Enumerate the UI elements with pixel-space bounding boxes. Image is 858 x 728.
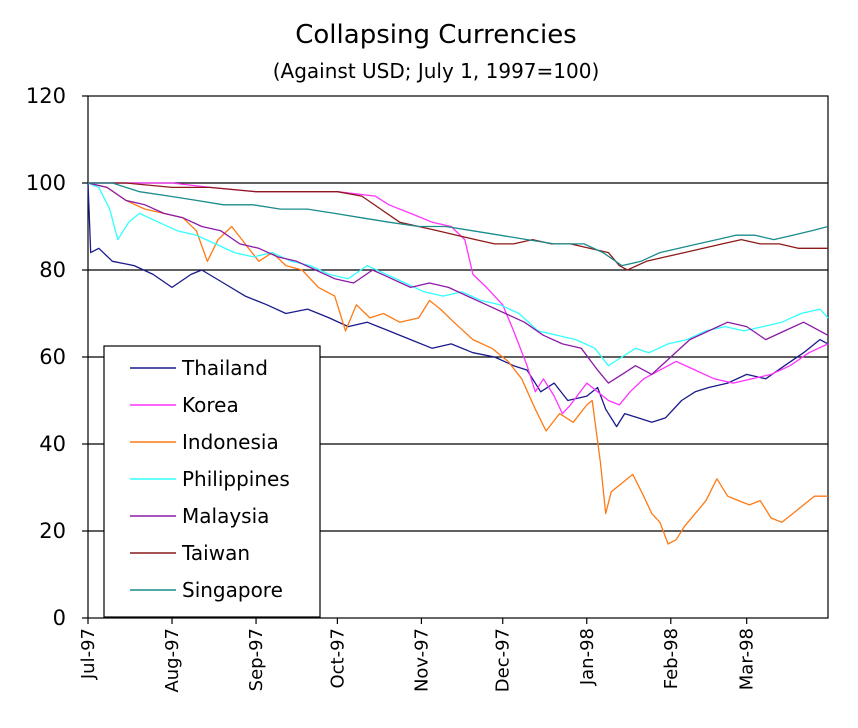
legend-box bbox=[103, 345, 321, 618]
y-tick-label: 0 bbox=[53, 606, 66, 630]
series-line-indonesia bbox=[87, 182, 828, 545]
x-tick-label: Sep-97 bbox=[246, 628, 267, 691]
series-line-malaysia bbox=[87, 182, 829, 384]
legend-label: Taiwan bbox=[181, 541, 250, 565]
legend: Thailand Korea Indonesia Philippines Malaysi… bbox=[103, 345, 321, 618]
plot-area: 0 20 40 60 80 100 120 Jul-97 Aug-97 Sep-97 Oct-97 N… bbox=[26, 84, 829, 693]
chart-title: Collapsing Currencies bbox=[295, 20, 576, 50]
chart-subtitle: (Against USD; July 1, 1997=100) bbox=[273, 59, 600, 83]
x-tick-label: Oct-97 bbox=[327, 628, 348, 689]
legend-label: Philippines bbox=[182, 467, 290, 491]
x-tick-label: Mar-98 bbox=[737, 628, 758, 690]
y-tick-label: 20 bbox=[39, 519, 66, 543]
y-tick-label: 80 bbox=[39, 258, 66, 282]
x-tick-label: Feb-98 bbox=[661, 628, 682, 689]
legend-label: Singapore bbox=[182, 578, 283, 602]
y-tick-label: 120 bbox=[26, 84, 66, 108]
legend-label: Korea bbox=[182, 393, 239, 417]
y-tick-label: 100 bbox=[26, 171, 66, 195]
x-tick-label: Dec-97 bbox=[493, 628, 514, 692]
series-group bbox=[87, 182, 829, 545]
series-line-singapore bbox=[88, 182, 829, 267]
x-tick-label: Nov-97 bbox=[411, 628, 432, 692]
series-line-thailand bbox=[87, 182, 829, 428]
legend-label: Thailand bbox=[181, 356, 268, 380]
y-tick-label: 40 bbox=[39, 432, 66, 456]
x-tick-label: Jan-98 bbox=[577, 628, 598, 686]
series-line-korea bbox=[88, 182, 829, 415]
legend-label: Indonesia bbox=[182, 430, 279, 454]
x-tick-label: Jul-97 bbox=[78, 628, 99, 680]
legend-label: Malaysia bbox=[182, 504, 269, 528]
x-tick-label: Aug-97 bbox=[162, 628, 183, 693]
y-tick-label: 60 bbox=[39, 345, 66, 369]
series-line-philippines bbox=[87, 182, 829, 367]
